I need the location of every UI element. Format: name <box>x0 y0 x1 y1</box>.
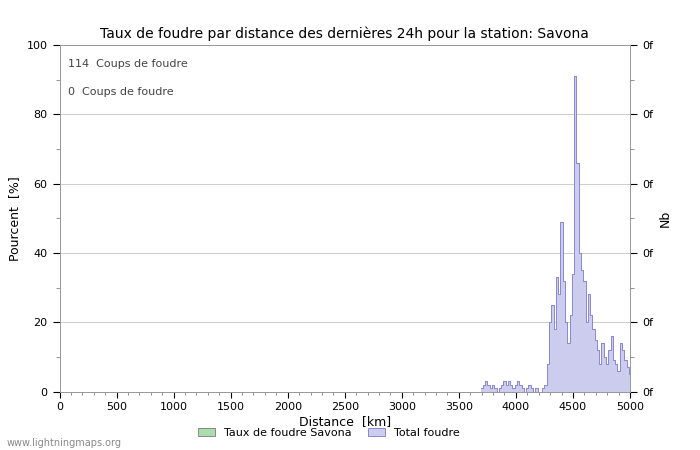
Text: www.lightningmaps.org: www.lightningmaps.org <box>7 438 122 448</box>
Y-axis label: Pourcent  [%]: Pourcent [%] <box>8 176 21 261</box>
Title: Taux de foudre par distance des dernières 24h pour la station: Savona: Taux de foudre par distance des dernière… <box>100 27 589 41</box>
Legend: Taux de foudre Savona, Total foudre: Taux de foudre Savona, Total foudre <box>194 423 464 442</box>
X-axis label: Distance  [km]: Distance [km] <box>299 415 391 428</box>
Text: 0  Coups de foudre: 0 Coups de foudre <box>68 86 174 97</box>
Y-axis label: Nb: Nb <box>659 210 671 227</box>
Text: 114  Coups de foudre: 114 Coups de foudre <box>68 59 188 69</box>
